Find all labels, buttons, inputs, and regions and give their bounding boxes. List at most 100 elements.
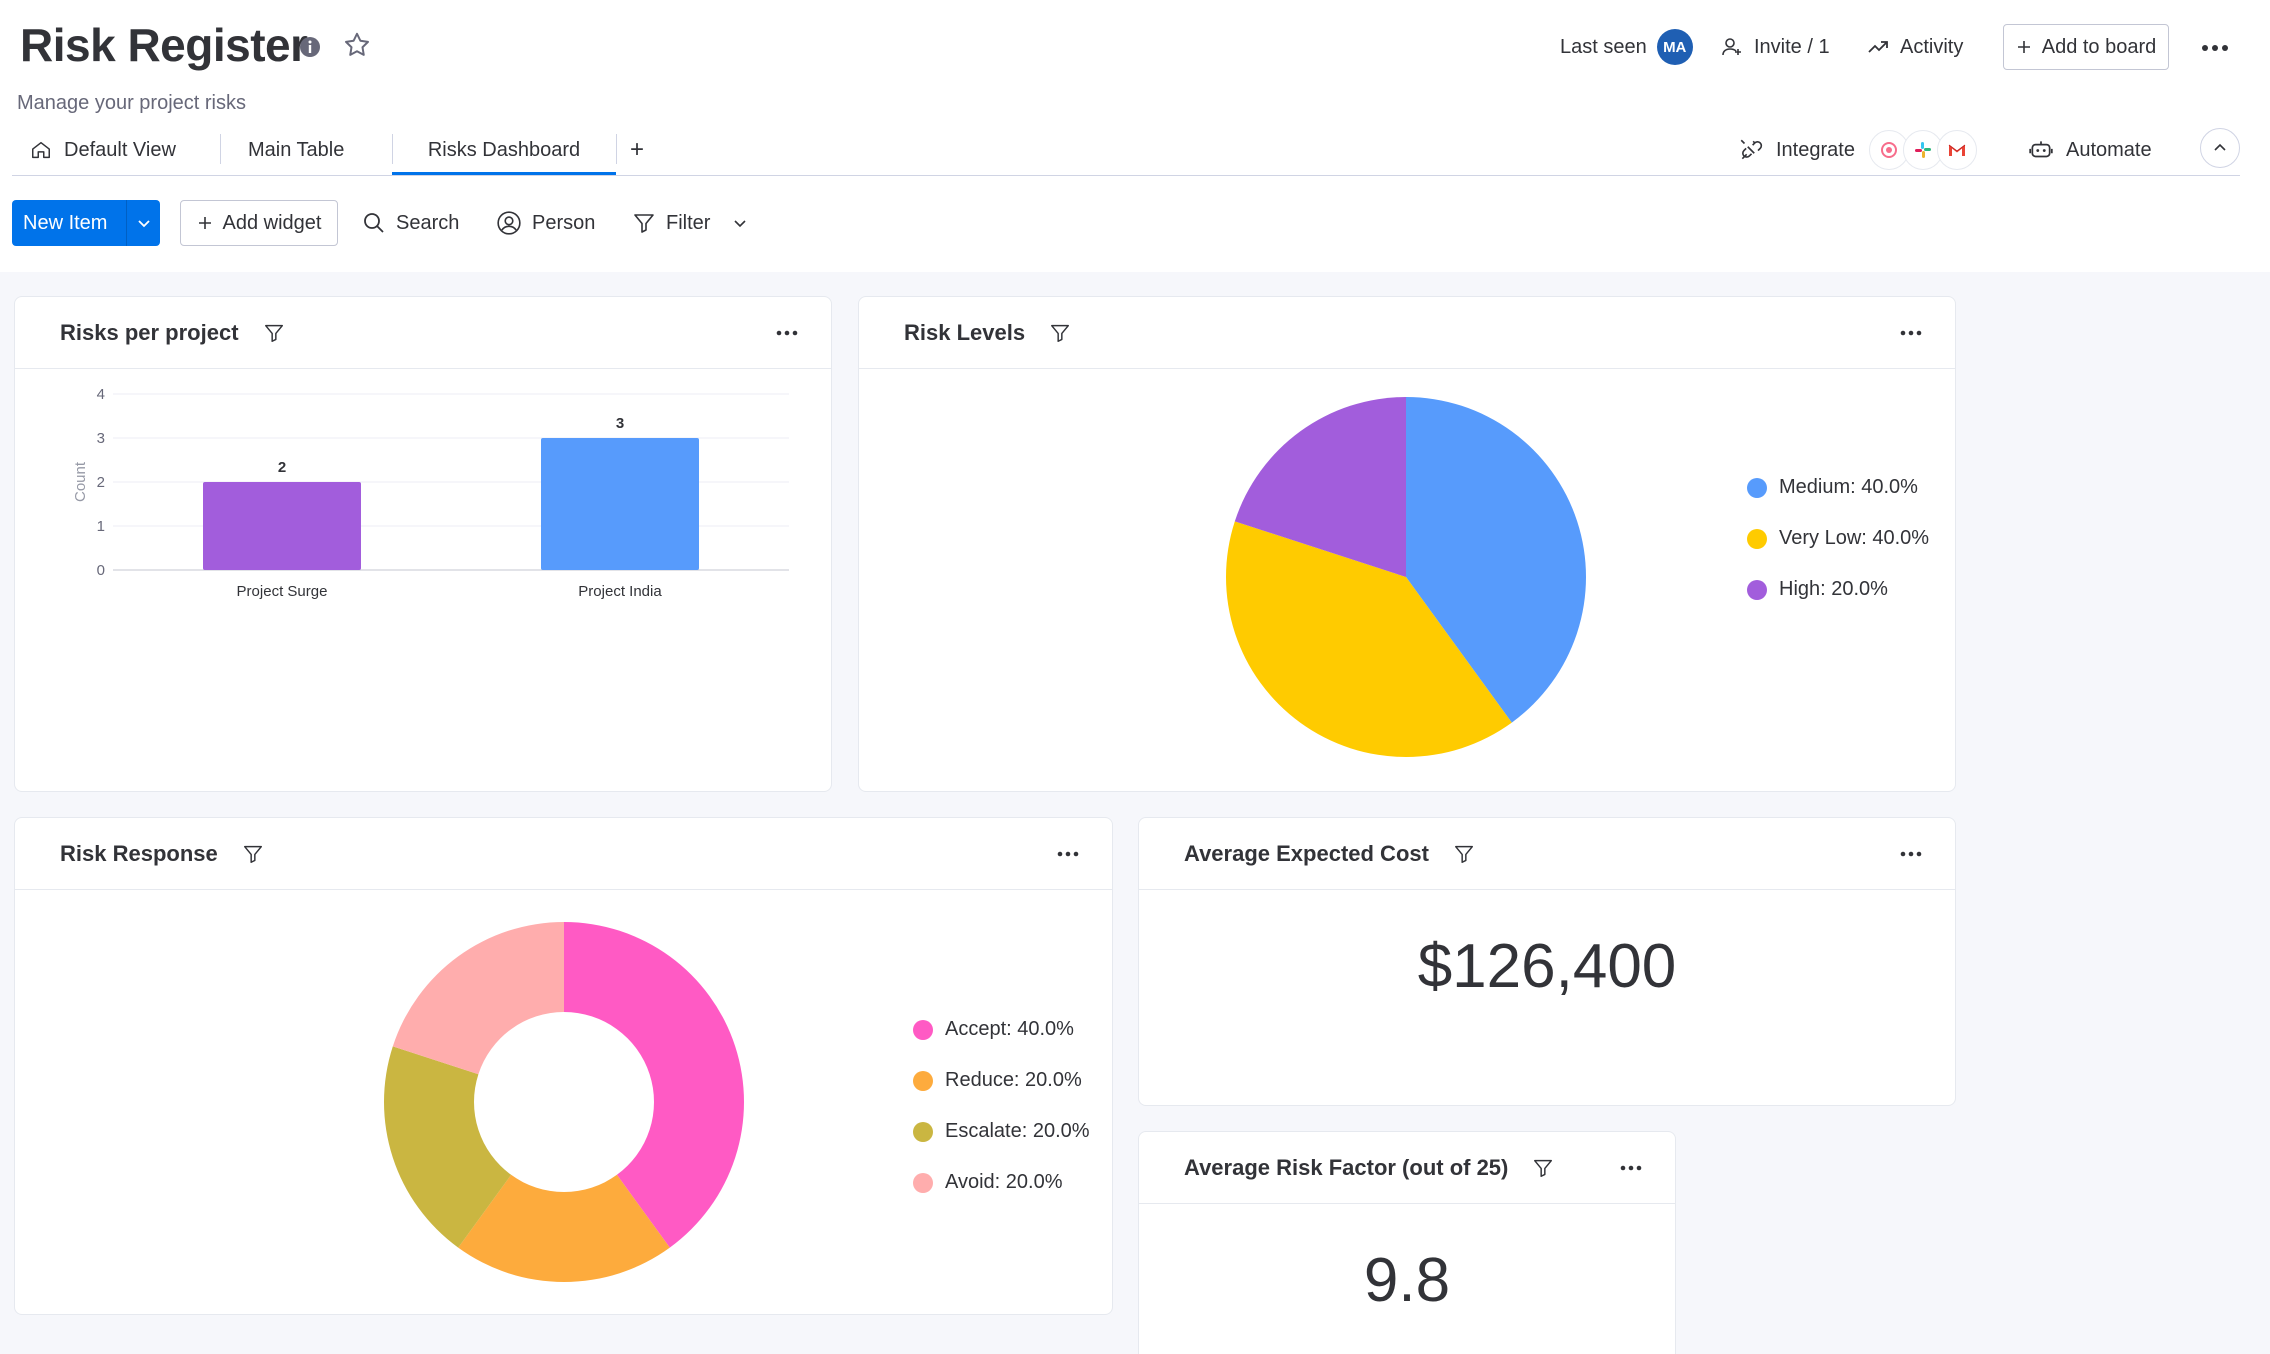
invite-label: Invite / 1	[1754, 35, 1830, 58]
x-tick-label: Project Surge	[237, 583, 328, 600]
bar[interactable]	[203, 482, 361, 570]
page-title: Risk Register	[20, 19, 308, 71]
bar[interactable]	[541, 438, 699, 570]
avatar[interactable]: MA	[1656, 29, 1693, 65]
metric-value: 9.8	[1363, 1246, 1451, 1315]
donut-slice[interactable]	[383, 1046, 512, 1248]
widget-menu-icon[interactable]	[1899, 323, 1923, 343]
new-item-button[interactable]: New Item	[12, 200, 160, 246]
legend-label: High: 20.0%	[1779, 578, 1888, 600]
add-view-button[interactable]: +	[630, 136, 645, 163]
widget-menu-icon[interactable]	[1056, 844, 1080, 864]
plus-icon	[197, 215, 213, 231]
widget-risk-response[interactable]: Risk Response Accept: 40.0% Reduce: 20.0%…	[14, 817, 1113, 1315]
widget-menu-icon[interactable]	[775, 323, 799, 343]
board-description: Manage your project risks	[17, 92, 246, 114]
star-icon[interactable]	[342, 30, 372, 60]
tab-divider	[616, 134, 617, 164]
home-icon	[30, 139, 52, 161]
legend-swatch	[1747, 477, 1767, 498]
widget-body: 9.8	[1139, 1205, 1675, 1354]
pie-slice[interactable]	[1226, 521, 1512, 757]
integrate-label: Integrate	[1776, 138, 1855, 161]
pie-slice[interactable]	[1406, 397, 1586, 723]
gmail-icon	[1936, 130, 1977, 170]
widget-body: Accept: 40.0% Reduce: 20.0% Escalate: 20.0…	[15, 891, 1112, 1314]
legend-item[interactable]: Escalate: 20.0%	[913, 1120, 1090, 1143]
invite-button[interactable]: Invite / 1	[1720, 24, 1830, 70]
info-icon[interactable]	[298, 35, 322, 59]
automate-label: Automate	[2066, 138, 2152, 161]
tab-divider	[392, 134, 393, 164]
add-to-board-button[interactable]: Add to board	[2003, 24, 2169, 70]
legend-item[interactable]: Accept: 40.0%	[913, 1018, 1090, 1041]
integrate-icon	[1738, 137, 1764, 163]
search-icon	[362, 211, 386, 235]
new-item-label: New Item	[23, 211, 108, 234]
legend-label: Very Low: 40.0%	[1779, 527, 1930, 549]
person-icon	[496, 210, 522, 236]
activity-button[interactable]: Activity	[1866, 24, 1963, 70]
donut-slice[interactable]	[458, 1174, 670, 1282]
last-seen[interactable]: Last seen MA	[1560, 24, 1693, 70]
widget-menu-icon[interactable]	[1619, 1158, 1643, 1178]
search-button[interactable]: Search	[362, 200, 459, 246]
add-widget-button[interactable]: Add widget	[180, 200, 338, 246]
widget-risks-per-project[interactable]: Risks per project 0 1 2 3 4 Count 2 Project Sur…	[14, 296, 832, 792]
data-label: 3	[616, 415, 624, 432]
widget-body: Medium: 40.0% Very Low: 40.0% High: 20.0%	[859, 370, 1955, 791]
legend-item[interactable]: Very Low: 40.0%	[1747, 527, 1929, 550]
y-tick-label: 2	[97, 474, 105, 491]
widget-header: Risks per project	[15, 297, 831, 369]
legend-item[interactable]: Medium: 40.0%	[1747, 476, 1929, 499]
filter-icon[interactable]	[1049, 322, 1071, 344]
chart-legend: Accept: 40.0% Reduce: 20.0% Escalate: 20.0…	[913, 1018, 1090, 1194]
widget-header: Average Risk Factor (out of 25)	[1139, 1132, 1675, 1204]
activity-icon	[1866, 35, 1890, 59]
person-filter-button[interactable]: Person	[496, 200, 595, 246]
filter-button[interactable]: Filter	[632, 200, 748, 246]
filter-icon[interactable]	[242, 843, 264, 865]
filter-icon[interactable]	[1453, 843, 1475, 865]
chevron-down-icon[interactable]	[127, 215, 160, 231]
widget-average-expected-cost[interactable]: Average Expected Cost $126,400	[1138, 817, 1956, 1106]
legend-swatch	[1747, 579, 1767, 600]
filter-icon[interactable]	[263, 322, 285, 344]
filter-icon[interactable]	[1532, 1157, 1554, 1179]
collapse-header-button[interactable]	[2200, 128, 2240, 168]
legend-item[interactable]: Reduce: 20.0%	[913, 1069, 1090, 1092]
add-user-icon	[1720, 35, 1744, 59]
widget-title: Average Risk Factor (out of 25)	[1184, 1154, 1509, 1180]
pie-chart	[1226, 397, 1586, 757]
donut-slice[interactable]	[564, 922, 744, 1248]
person-label: Person	[532, 211, 596, 234]
widget-risk-levels[interactable]: Risk Levels Medium: 40.0% Very Low: 40.0%…	[858, 296, 1956, 792]
pie-slice[interactable]	[1234, 397, 1406, 577]
widget-menu-icon[interactable]	[1899, 844, 1923, 864]
data-label: 2	[278, 459, 286, 476]
legend-swatch	[913, 1019, 933, 1040]
donut-chart	[383, 922, 744, 1282]
y-axis-label: Count	[72, 461, 89, 502]
legend-label: Escalate: 20.0%	[945, 1120, 1090, 1142]
tab-default-view[interactable]: Default View	[30, 126, 176, 174]
more-options-icon[interactable]	[2200, 36, 2230, 60]
y-tick-label: 1	[97, 518, 105, 535]
filter-label: Filter	[666, 211, 711, 234]
y-tick-label: 3	[97, 430, 105, 447]
metric-value: $126,400	[1417, 932, 1677, 1001]
legend-swatch	[913, 1172, 933, 1193]
legend-item[interactable]: High: 20.0%	[1747, 578, 1929, 601]
search-label: Search	[396, 211, 460, 234]
tab-main-table[interactable]: Main Table	[248, 126, 344, 174]
donut-slice[interactable]	[392, 922, 564, 1075]
automate-button[interactable]: Automate	[2028, 126, 2152, 174]
chevron-down-icon[interactable]	[732, 215, 748, 231]
widget-average-risk-factor[interactable]: Average Risk Factor (out of 25) 9.8	[1138, 1131, 1676, 1354]
integrate-button[interactable]: Integrate	[1738, 126, 1977, 174]
legend-item[interactable]: Avoid: 20.0%	[913, 1171, 1090, 1194]
tab-divider	[220, 134, 221, 164]
tab-risks-dashboard[interactable]: Risks Dashboard	[392, 126, 616, 175]
chevron-up-icon	[2212, 140, 2228, 156]
add-to-board-label: Add to board	[2041, 35, 2157, 58]
